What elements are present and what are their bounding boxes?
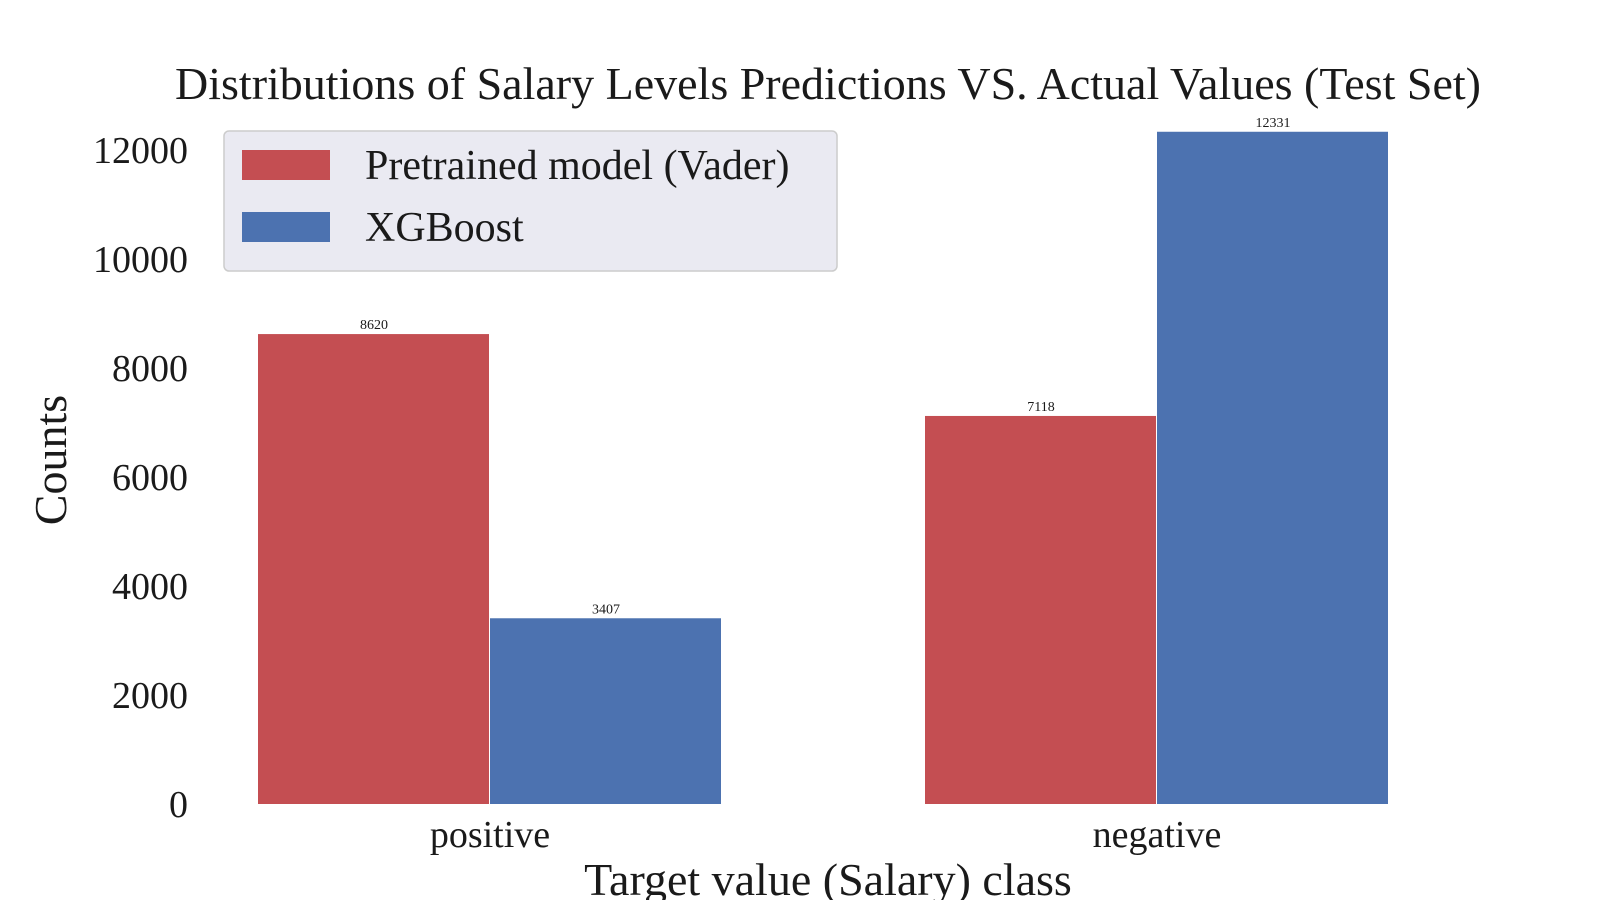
y-tick-label: 2000 — [112, 675, 188, 717]
bar-positive-xgboost — [490, 618, 721, 804]
x-axis-ticks: positive negative — [430, 814, 1222, 856]
y-tick-label: 4000 — [112, 566, 188, 608]
legend-box — [223, 130, 838, 272]
x-tick-label-positive: positive — [430, 814, 550, 856]
legend-label: XGBoost — [365, 205, 524, 251]
legend: Pretrained model (Vader) XGBoost — [223, 130, 838, 272]
bar-positive-vader — [258, 334, 489, 804]
y-axis-label: Counts — [25, 395, 76, 525]
y-tick-label: 6000 — [112, 457, 188, 499]
bar-value-label: 12331 — [1256, 116, 1291, 131]
legend-swatch — [242, 150, 330, 180]
bar-negative-xgboost — [1157, 131, 1388, 805]
x-tick-label-negative: negative — [1093, 814, 1222, 856]
y-tick-label: 12000 — [93, 130, 188, 172]
bars-group — [258, 131, 1388, 805]
y-tick-label: 8000 — [112, 348, 188, 390]
y-tick-label: 10000 — [93, 239, 188, 281]
chart-title: Distributions of Salary Levels Predictio… — [175, 58, 1481, 109]
y-tick-label: 0 — [169, 784, 188, 826]
y-axis-ticks: 0 2000 4000 6000 8000 10000 12000 — [93, 130, 188, 826]
bar-value-label: 3407 — [592, 602, 620, 617]
bar-value-label: 7118 — [1027, 400, 1054, 415]
bar-value-label: 8620 — [360, 318, 388, 333]
legend-label: Pretrained model (Vader) — [365, 143, 790, 189]
bar-negative-vader — [925, 415, 1156, 804]
legend-swatch — [242, 212, 330, 242]
x-axis-label: Target value (Salary) class — [584, 854, 1072, 900]
bar-labels-group: 8620 3407 7118 12331 — [360, 116, 1291, 618]
